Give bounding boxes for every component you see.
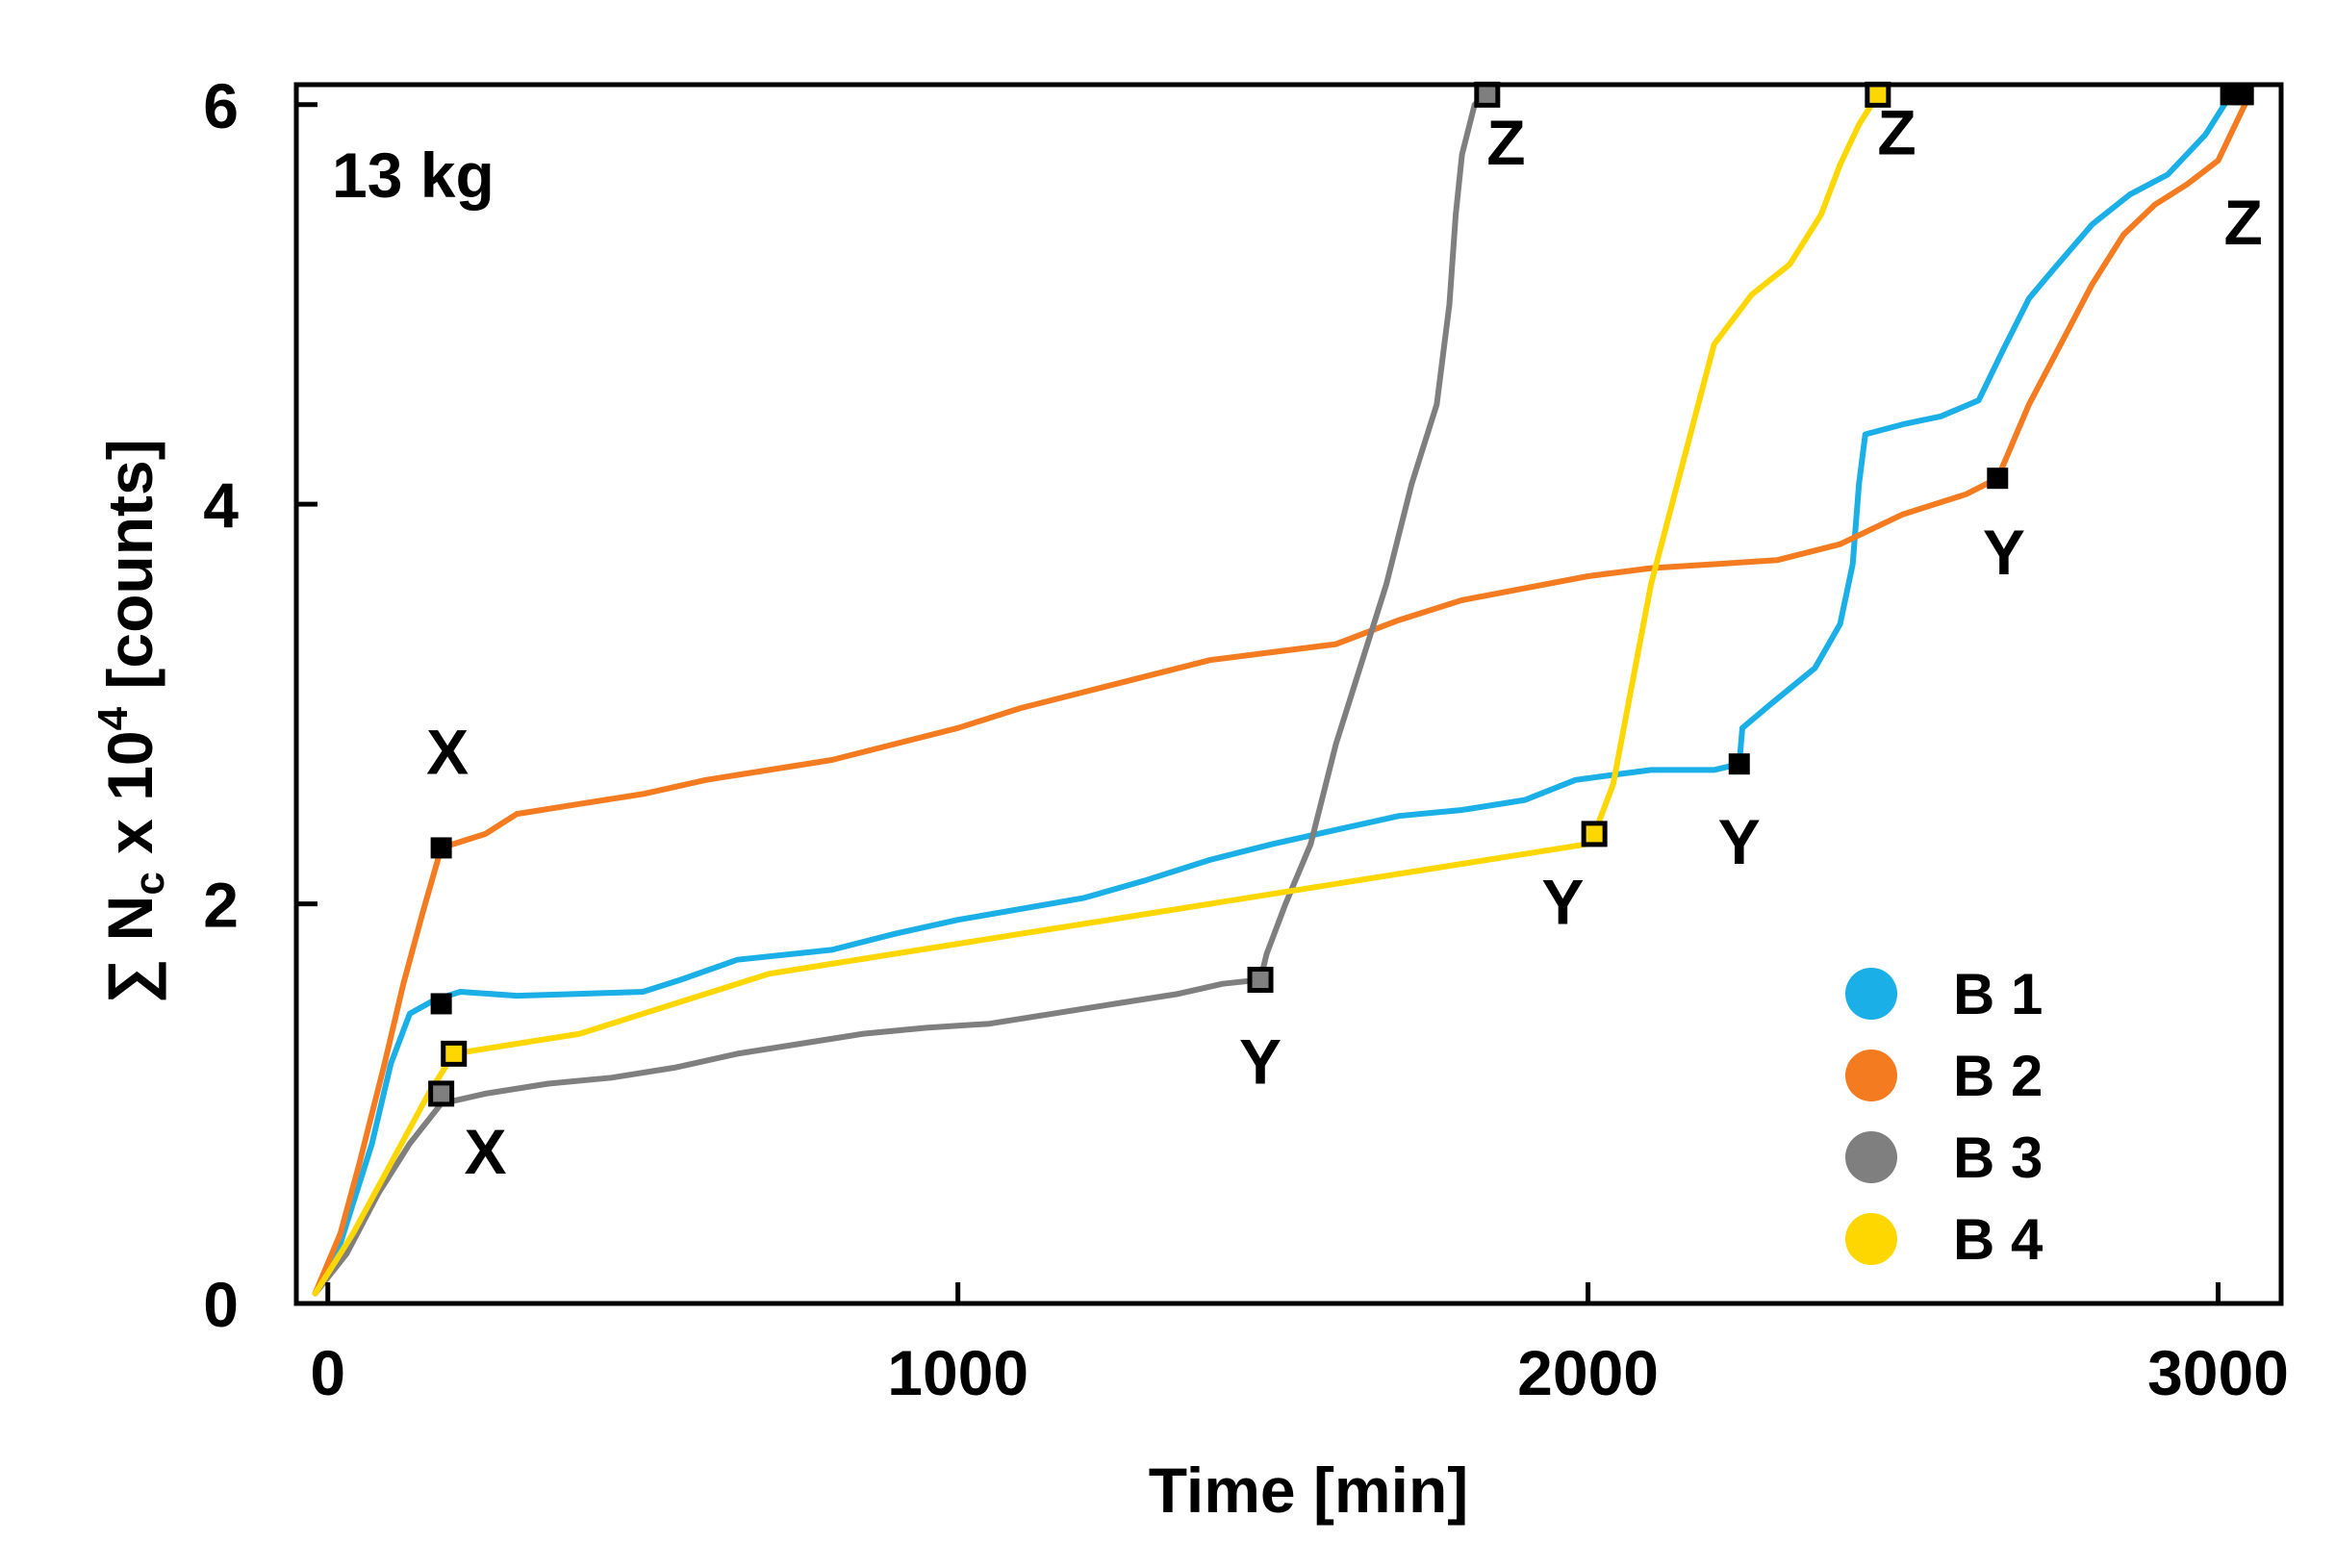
y-axis-title-superscript: 4 xyxy=(89,706,137,730)
y-axis-title-prefix: ∑ N xyxy=(94,896,166,1004)
x-tick-label: 3000 xyxy=(2147,1337,2289,1408)
y-tick-label: 2 xyxy=(203,870,239,941)
y-axis-title-subscript: c xyxy=(126,872,173,895)
marker-z-b3 xyxy=(1474,81,1501,108)
marker-x-b4 xyxy=(441,1040,468,1067)
legend-label-b3: B 3 xyxy=(1953,1125,2043,1190)
point-label-y: Y xyxy=(1718,806,1761,877)
x-tick-label: 1000 xyxy=(887,1337,1028,1408)
marker-y-b2 xyxy=(1987,468,2009,490)
point-label-y: Y xyxy=(1983,517,2025,588)
label-layer: X X Y Y Y Y Z Z Z xyxy=(426,97,2263,1187)
x-axis-title: Time [min] xyxy=(1149,1454,1468,1526)
series-line-b3 xyxy=(312,91,1490,1297)
point-label-x: X xyxy=(426,717,469,788)
series-line-b2 xyxy=(312,91,2253,1297)
series-line-b4 xyxy=(312,91,1881,1297)
marker-y-b1 xyxy=(1728,753,1750,775)
point-label-z: Z xyxy=(1877,97,1916,168)
marker-y-b4 xyxy=(1581,821,1608,847)
y-tick-label: 6 xyxy=(203,70,239,141)
sample-mass-annotation: 13 kg xyxy=(332,139,495,211)
legend-swatch-b3 xyxy=(1845,1131,1897,1183)
marker-layer xyxy=(428,81,2254,1107)
plot-frame xyxy=(293,82,2284,1306)
legend-swatch-b4 xyxy=(1845,1213,1897,1265)
series-line-b1 xyxy=(312,91,2234,1297)
legend-label-b1: B 1 xyxy=(1953,962,2043,1026)
y-axis-title-suffix: [counts] xyxy=(94,439,165,707)
x-tick-label: 0 xyxy=(310,1337,345,1408)
point-label-z: Z xyxy=(1486,107,1525,178)
legend-swatch-b2 xyxy=(1845,1050,1897,1101)
y-tick-label: 0 xyxy=(203,1269,239,1340)
marker-x-b2 xyxy=(430,837,452,859)
point-label-y: Y xyxy=(1239,1026,1282,1098)
legend-label-b2: B 2 xyxy=(1953,1044,2043,1108)
legend-swatch-b1 xyxy=(1845,968,1897,1020)
point-label-z: Z xyxy=(2224,187,2263,258)
x-tick-label: 2000 xyxy=(1517,1337,1659,1408)
marker-y-b3 xyxy=(1247,967,1274,994)
y-axis-title: ∑ Nc x 104 [counts] xyxy=(89,439,173,1003)
legend-label-b4: B 4 xyxy=(1953,1207,2043,1272)
series-layer xyxy=(312,91,2253,1297)
marker-x-b3 xyxy=(428,1080,455,1107)
legend: B 1 B 2 B 3 B 4 xyxy=(1845,962,2043,1272)
marker-z-b2 xyxy=(2232,84,2254,106)
tick-layer: 0 1000 2000 3000 0 2 4 6 xyxy=(203,70,2289,1408)
marker-x-b1 xyxy=(430,993,452,1015)
point-label-y: Y xyxy=(1541,866,1584,937)
y-axis-title-mid: x 10 xyxy=(94,730,165,872)
point-label-x: X xyxy=(464,1116,506,1187)
y-tick-label: 4 xyxy=(203,469,239,541)
